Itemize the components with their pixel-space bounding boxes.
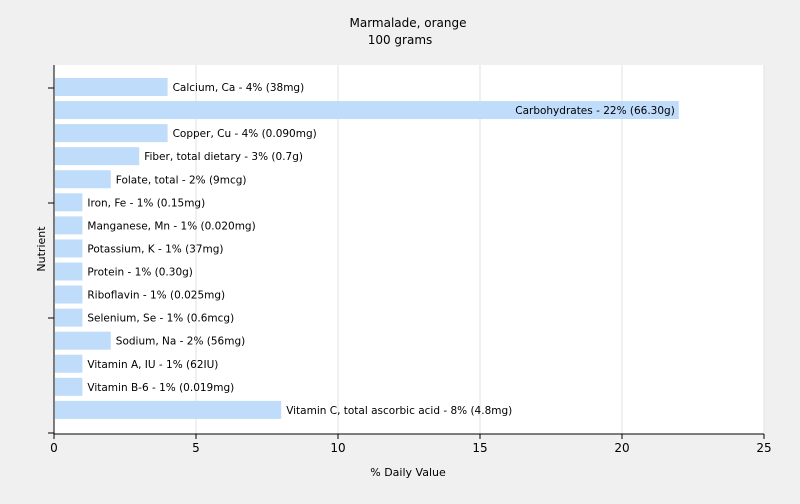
axes-group	[53, 65, 764, 435]
bar-labels-group: Calcium, Ca - 4% (38mg) Carbohydrates - 2…	[87, 82, 674, 417]
x-tick-label: 25	[756, 441, 771, 455]
y-ticks-group	[48, 87, 54, 434]
y-axis-label: Nutrient	[35, 226, 48, 272]
bar-data-label: Potassium, K - 1% (37mg)	[87, 243, 223, 255]
bar-data-label: Folate, total - 2% (9mcg)	[116, 174, 247, 186]
bar-data-label: Vitamin C, total ascorbic acid - 8% (4.8…	[286, 405, 512, 417]
bar-data-label: Sodium, Na - 2% (56mg)	[116, 336, 245, 348]
bar	[55, 400, 282, 419]
bar	[55, 101, 679, 120]
bar-data-label: Vitamin A, IU - 1% (62IU)	[87, 359, 218, 371]
x-tick-label: 5	[192, 441, 200, 455]
bar-data-label: Riboflavin - 1% (0.025mg)	[87, 290, 225, 302]
bar	[55, 354, 83, 373]
plot-area	[54, 65, 764, 434]
bar-data-label: Copper, Cu - 4% (0.090mg)	[173, 128, 317, 140]
bar	[55, 262, 83, 281]
bar	[55, 170, 111, 189]
bar-data-label: Fiber, total dietary - 3% (0.7g)	[144, 151, 303, 163]
x-tick-label: 10	[330, 441, 345, 455]
bar-data-label: Selenium, Se - 1% (0.6mcg)	[87, 313, 234, 325]
x-axis-label: % Daily Value	[370, 466, 446, 479]
bar	[55, 239, 83, 258]
bar	[55, 147, 140, 166]
bar	[55, 377, 83, 396]
x-tick-label: 15	[472, 441, 487, 455]
bar	[55, 216, 83, 235]
bar	[55, 124, 168, 143]
bar-data-label: Iron, Fe - 1% (0.15mg)	[87, 197, 205, 209]
bar-data-label: Calcium, Ca - 4% (38mg)	[173, 82, 305, 94]
bar	[55, 331, 111, 350]
bar	[55, 78, 168, 96]
chart-title: Marmalade, orange	[349, 16, 466, 30]
bar-data-label: Manganese, Mn - 1% (0.020mg)	[87, 220, 255, 232]
bar-data-label: Vitamin B-6 - 1% (0.019mg)	[87, 382, 234, 394]
x-tick-label: 20	[614, 441, 629, 455]
bars-group	[55, 78, 679, 419]
chart-subtitle: 100 grams	[368, 33, 433, 47]
x-tick-label: 0	[50, 441, 58, 455]
bar-data-label: Carbohydrates - 22% (66.30g)	[515, 105, 675, 117]
bar	[55, 193, 83, 212]
bar-data-label: Protein - 1% (0.30g)	[87, 267, 193, 279]
bar	[55, 308, 83, 327]
bar	[55, 285, 83, 304]
gridlines	[195, 65, 765, 434]
x-ticks-group: 0 5 10 15 20 25	[50, 434, 772, 455]
